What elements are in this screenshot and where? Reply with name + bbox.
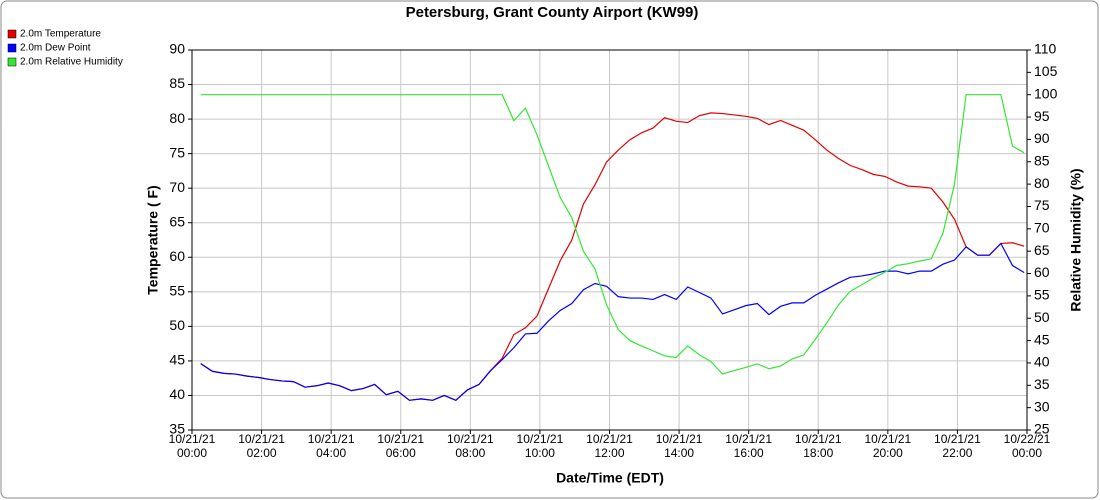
y2-tick-label: 105: [1034, 63, 1058, 79]
x-tick-label: 10/21/21 18:00: [795, 432, 842, 460]
y2-tick-label: 80: [1034, 175, 1050, 191]
y-tick-label: 35: [169, 421, 185, 437]
y-axis-label: Temperature ( F): [145, 185, 161, 294]
y-tick-label: 50: [169, 317, 185, 333]
plot-border: [191, 49, 1028, 431]
x-tick-label: 10/21/21 04:00: [308, 432, 355, 460]
y-tick-label: 80: [169, 110, 185, 126]
y-tick-label: 70: [169, 179, 185, 195]
y-tick-label: 85: [169, 75, 185, 91]
legend-swatch: [7, 29, 17, 39]
y-tick-label: 65: [169, 213, 185, 229]
y2-tick-label: 50: [1034, 309, 1050, 325]
y-tick-label: 75: [169, 144, 185, 160]
y2-tick-label: 75: [1034, 197, 1050, 213]
y2-tick-label: 55: [1034, 287, 1050, 303]
y2-tick-label: 90: [1034, 130, 1050, 146]
y2-tick-label: 65: [1034, 242, 1050, 258]
y2-tick-label: 110: [1034, 41, 1057, 57]
y2-axis-label: Relative Humidity (%): [1068, 168, 1084, 311]
y-tick-label: 90: [169, 41, 185, 57]
y2-tick-label: 85: [1034, 152, 1050, 168]
legend-label: 2.0m Temperature: [20, 29, 101, 40]
legend-swatch: [7, 43, 17, 53]
y2-tick-label: 40: [1034, 354, 1050, 370]
y2-tick-label: 25: [1034, 421, 1050, 437]
x-tick-label: 10/21/21 02:00: [238, 432, 285, 460]
y2-tick-label: 45: [1034, 331, 1050, 347]
y-tick-label: 55: [169, 283, 185, 299]
x-axis-label: Date/Time (EDT): [556, 470, 664, 486]
y2-tick-label: 95: [1034, 108, 1050, 124]
legend-swatch: [7, 57, 17, 67]
x-tick-label: 10/22/21 00:00: [1004, 432, 1051, 460]
legend-label: 2.0m Dew Point: [20, 43, 91, 54]
legend-label: 2.0m Relative Humidity: [20, 57, 123, 68]
x-tick-label: 10/21/21 08:00: [447, 432, 494, 460]
y2-tick-label: 30: [1034, 398, 1050, 414]
series-line: [200, 94, 1025, 375]
y-tick-label: 45: [169, 352, 185, 368]
x-tick-label: 10/21/21 14:00: [656, 432, 703, 460]
x-tick-label: 10/21/21 16:00: [725, 432, 772, 460]
x-tick-label: 10/21/21 00:00: [169, 432, 216, 460]
x-tick-label: 10/21/21 10:00: [517, 432, 564, 460]
y-tick-label: 40: [169, 386, 185, 402]
chart-title: Petersburg, Grant County Airport (KW99): [406, 4, 699, 21]
y-tick-label: 60: [169, 248, 185, 264]
y2-tick-label: 70: [1034, 220, 1050, 236]
x-tick-label: 10/21/21 12:00: [586, 432, 633, 460]
y2-tick-label: 100: [1034, 85, 1058, 101]
x-tick-label: 10/21/21 22:00: [934, 432, 981, 460]
y2-tick-label: 35: [1034, 376, 1050, 392]
y2-tick-label: 60: [1034, 264, 1050, 280]
x-tick-label: 10/21/21 20:00: [864, 432, 911, 460]
x-tick-label: 10/21/21 06:00: [377, 432, 424, 460]
